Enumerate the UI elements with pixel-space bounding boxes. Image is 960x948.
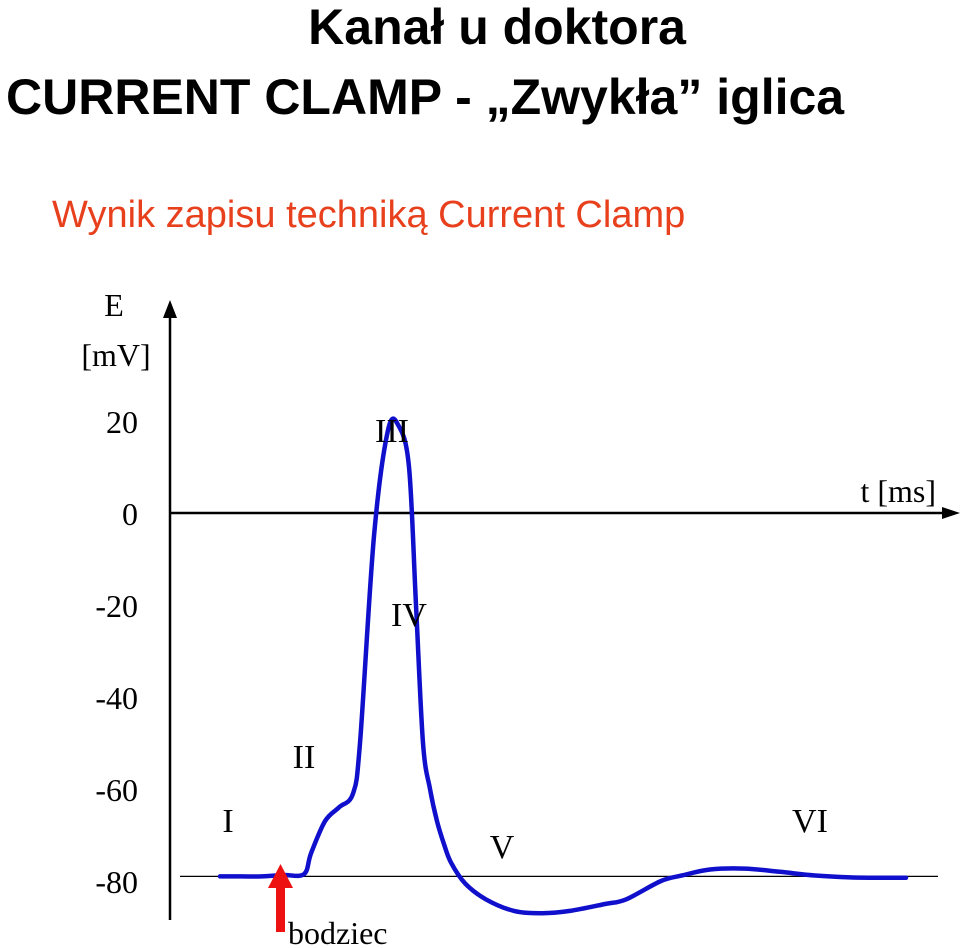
y-tick-labels: 20 0 -20 -40 -60 -80 xyxy=(95,404,138,900)
y-tick-label: 20 xyxy=(106,404,138,440)
phase-label-v: V xyxy=(490,829,515,866)
y-tick-label: -80 xyxy=(95,864,138,900)
phase-label-iii: III xyxy=(375,413,409,450)
membrane-potential-trace xyxy=(217,416,909,916)
stimulus-label: bodziec xyxy=(288,915,388,948)
y-tick-label: -60 xyxy=(95,772,138,808)
y-tick-label: -20 xyxy=(95,588,138,624)
y-axis-arrow xyxy=(163,300,177,318)
title-line-2: CURRENT CLAMP - „Zwykła” iglica xyxy=(6,69,845,125)
stimulus-arrow-shaft xyxy=(276,884,285,932)
y-tick-label: 0 xyxy=(122,496,138,532)
stimulus-arrow-head xyxy=(268,864,293,888)
phase-label-iv: IV xyxy=(391,597,427,634)
subtitle: Wynik zapisu techniką Current Clamp xyxy=(52,194,686,236)
phase-label-vi: VI xyxy=(792,803,828,840)
y-axis-label-line-1: E xyxy=(104,287,124,323)
phase-label-i: I xyxy=(222,803,233,840)
y-tick-label: -40 xyxy=(95,680,138,716)
x-axis-arrow xyxy=(942,507,960,519)
x-axis-label: t [ms] xyxy=(860,473,936,509)
y-axis-label-line-2: [mV] xyxy=(81,337,150,373)
phase-label-ii: II xyxy=(293,739,316,776)
